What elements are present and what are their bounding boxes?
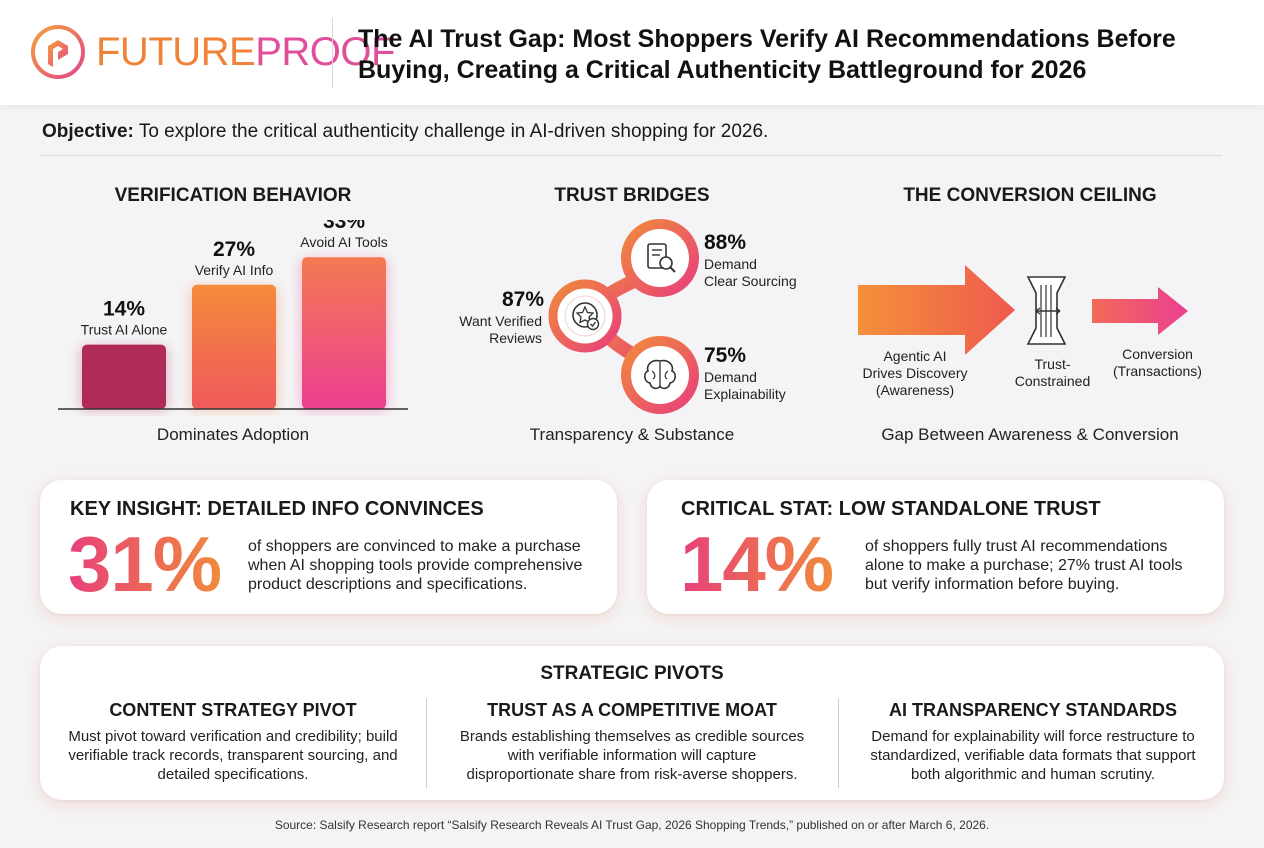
brand-name: FUTUREPROOF [96, 28, 395, 76]
conversion-funnel-diagram [858, 265, 1188, 355]
objective-divider [40, 155, 1222, 156]
awareness-arrow [858, 265, 1015, 355]
source-note: Source: Salsify Research report “Salsify… [274, 818, 990, 832]
bar-category-label: Avoid AI Tools [300, 234, 387, 250]
pivot-1-text: Must pivot toward verification and credi… [68, 728, 398, 783]
pivot-1-title: CONTENT STRATEGY PIVOT [109, 700, 357, 720]
explainability-label-line2: Explainability [704, 386, 786, 402]
awareness-label-line1: Agentic AI [883, 348, 947, 364]
trust-bridges-caption: Transparency & Substance [529, 425, 735, 444]
conversion-caption: Gap Between Awareness & Conversion [881, 425, 1179, 444]
star-check-icon [572, 302, 600, 331]
critical-stat-title: CRITICAL STAT: LOW STANDALONE TRUST [681, 498, 1101, 520]
bar-value-label: 27% [213, 238, 255, 261]
bar-3 [302, 257, 386, 409]
futureproof-logo-icon [31, 25, 85, 79]
bar-category-label: Trust AI Alone [81, 322, 168, 338]
pivot-2-text: Brands establishing themselves as credib… [459, 728, 805, 783]
ring-explainability [621, 336, 699, 414]
conversion-title: THE CONVERSION CEILING [903, 185, 1157, 206]
awareness-label-line3: (Awareness) [875, 382, 955, 398]
verification-title: VERIFICATION BEHAVIOR [114, 185, 352, 206]
ring-verified-reviews [548, 279, 622, 353]
conversion-label-line2: (Transactions) [1113, 363, 1202, 379]
page-title: The AI Trust Gap: Most Shoppers Verify A… [358, 25, 1176, 84]
document-search-icon [647, 243, 676, 273]
verified-reviews-label-line1: Want Verified [459, 313, 542, 329]
awareness-label: Agentic AI Drives Discovery (Awareness) [850, 348, 980, 399]
conversion-label-line1: Conversion [1122, 346, 1193, 362]
conversion-label: Conversion (Transactions) [1100, 346, 1215, 380]
key-insight-card [40, 480, 617, 614]
critical-stat-card [647, 480, 1224, 614]
verified-reviews-label: Want Verified Reviews [444, 313, 542, 347]
pivot-divider-2 [838, 698, 839, 788]
verified-reviews-label-line2: Reviews [489, 330, 542, 346]
bar-value-label: 33% [323, 220, 365, 233]
ring-clear-sourcing [621, 219, 699, 297]
clear-sourcing-label-line1: Demand [704, 256, 757, 272]
key-insight-value: 31% [68, 520, 222, 608]
objective-label: Objective: [42, 121, 134, 142]
pivot-2-title: TRUST AS A COMPETITIVE MOAT [487, 700, 777, 720]
header [0, 0, 1264, 105]
verification-caption: Dominates Adoption [156, 425, 310, 444]
key-insight-title: KEY INSIGHT: DETAILED INFO CONVINCES [70, 498, 484, 520]
key-insight-text: of shoppers are convinced to make a purc… [248, 538, 583, 593]
clear-sourcing-label: Demand Clear Sourcing [704, 256, 824, 290]
trust-constraint-filter-icon [1026, 276, 1067, 345]
trust-constrained-line2: Constrained [1014, 373, 1091, 389]
trust-bridges-diagram [548, 219, 699, 414]
trust-constrained-label: Trust- Constrained [1000, 356, 1105, 390]
objective: Objective: To explore the critical authe… [42, 120, 768, 144]
explainability-label: Demand Explainability [704, 369, 824, 403]
brand-part-2: PROOF [255, 30, 395, 74]
conversion-arrow [1092, 287, 1188, 335]
clear-sourcing-value: 88% [704, 231, 747, 254]
pivot-3-text: Demand for explainability will force res… [870, 728, 1196, 783]
awareness-label-line2: Drives Discovery [862, 365, 968, 381]
objective-text: To explore the critical authenticity cha… [138, 121, 769, 142]
explainability-label-line1: Demand [704, 369, 757, 385]
bar-1 [82, 344, 166, 409]
strategic-pivots-title: STRATEGIC PIVOTS [540, 663, 724, 684]
trust-constrained-line1: Trust- [1034, 356, 1071, 372]
header-divider [332, 18, 333, 88]
brand-part-1: FUTURE [96, 30, 256, 74]
verified-reviews-value: 87% [501, 288, 544, 311]
pivot-3-title: AI TRANSPARENCY STANDARDS [888, 700, 1178, 720]
brain-icon [644, 359, 676, 390]
trust-bridges-title: TRUST BRIDGES [554, 185, 710, 206]
bar-2 [192, 284, 276, 409]
critical-stat-value: 14% [680, 520, 834, 608]
critical-stat-text: of shoppers fully trust AI recommendatio… [865, 538, 1183, 593]
pivot-divider-1 [426, 698, 427, 788]
strategic-pivots-card [40, 646, 1224, 800]
explainability-value: 75% [704, 344, 747, 367]
clear-sourcing-label-line2: Clear Sourcing [704, 273, 797, 289]
bar-value-label: 14% [103, 298, 145, 321]
bar-category-label: Verify AI Info [195, 262, 274, 278]
